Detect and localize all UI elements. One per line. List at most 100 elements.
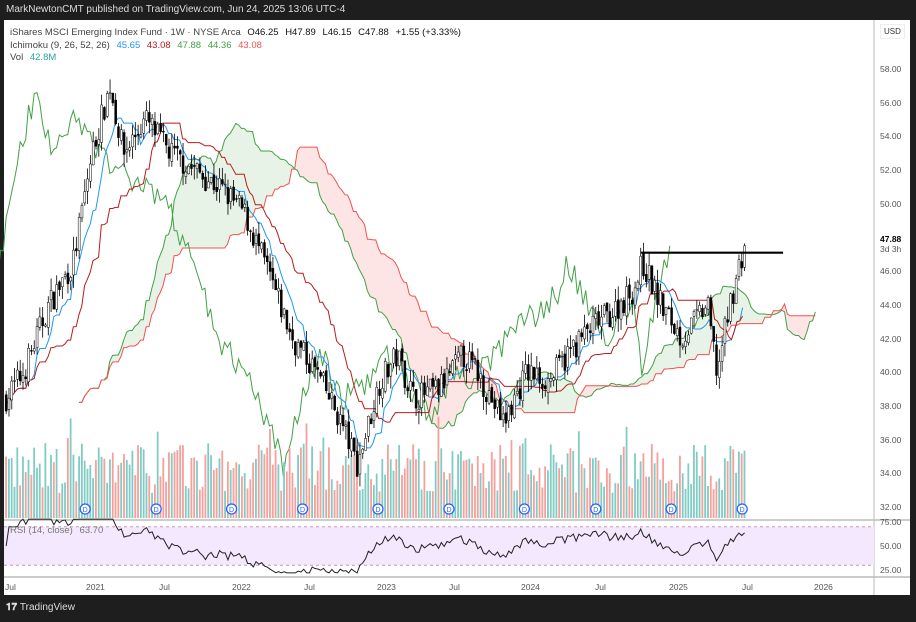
candle-body [369,418,373,424]
time-tick: Jul [159,582,170,592]
candle-body [120,129,123,141]
volume-bar [482,463,485,518]
candle-body [389,364,393,377]
volume-bar [162,457,165,518]
kumo-cloud-segment [269,151,273,196]
candle-body [468,351,471,369]
candle-body [324,370,328,391]
volume-legend[interactable]: Vol 42.8M [10,52,60,63]
candle-body [111,93,115,104]
volume-bar [698,475,701,518]
volume-bar [401,474,403,518]
candle-body [647,265,651,280]
volume-bar [125,459,128,518]
candle-body [282,308,286,315]
rsi-legend[interactable]: RSI (14, close) 63.70 [10,525,107,536]
volume-bar [109,459,111,518]
rsi-tick: 75.00 [880,517,902,527]
volume-bar [701,456,704,518]
candle-body [105,93,109,117]
volume-bar [448,473,451,518]
candle-body [122,132,126,155]
candle-body [139,134,143,138]
candle-body [274,279,277,291]
kumo-cloud-segment [193,156,197,249]
volume-bar [726,461,729,518]
symbol-name[interactable]: iShares MSCI Emerging Index Fund · 1W · … [10,27,241,38]
kumo-cloud-segment [384,253,387,319]
candle-body [35,326,39,348]
volume-bar [283,462,285,518]
volume-bar [44,443,47,518]
volume-bar [451,451,454,518]
candle-body [235,198,238,200]
kumo-cloud-segment [238,124,242,235]
dividend-marker-label: D [593,507,598,514]
volume-bar [549,444,552,518]
volume-bar [336,480,339,518]
volume-bar [187,488,190,518]
candle-body [16,369,19,380]
volume-bar [628,486,631,518]
tradingview-logo[interactable]: 𝟏𝟕 TradingView [6,602,75,613]
candle-body [66,272,70,285]
candle-body [310,358,314,372]
volume-bar [732,449,735,518]
candle-body [263,242,266,258]
candle-body [117,126,120,138]
candle-body [659,290,662,306]
volume-bar [387,444,389,518]
vol-label: Vol [10,52,24,63]
candle-body [229,188,233,202]
candle-body [7,397,11,410]
candle-body [538,367,541,384]
kumo-cloud-segment [196,159,200,249]
volume-bar [215,468,218,518]
volume-bar [423,460,426,518]
candle-body [142,118,145,134]
candle-body [164,134,168,146]
volume-bar [342,465,344,518]
candle-body [583,326,586,340]
candle-body [532,366,536,380]
candle-body [128,147,131,151]
candle-body [406,387,409,392]
candle-body [611,317,614,328]
kumo-cloud-segment [658,353,662,374]
volume-bar [27,459,30,518]
candle-body [569,347,572,349]
dividend-marker [590,503,602,515]
ichimoku-legend[interactable]: Ichimoku (9, 26, 52, 26) 45.65 43.08 47.… [10,40,266,51]
kumo-cloud-segment [554,378,558,413]
candle-body [622,300,626,313]
kumo-cloud-segment [395,262,399,335]
kumo-cloud-segment [336,182,340,227]
volume-bar [561,464,563,518]
time-tick: Jul [595,582,606,592]
kumo-cloud-segment [176,185,180,256]
kumo-cloud-segment [801,315,805,340]
candle-body [355,450,359,477]
candle-body [201,173,204,180]
candle-body [706,297,710,310]
volume-bar [285,471,288,518]
dividend-marker [736,503,748,515]
volume-bar [381,459,384,518]
volume-bar [328,447,330,518]
candle-body [243,203,247,208]
volume-bar [7,458,10,518]
volume-bar [13,486,16,518]
kumo-cloud-segment [134,324,138,346]
volume-bar [653,463,656,518]
candle-body [535,367,539,380]
kumo-cloud-segment [552,373,555,413]
volume-bar [184,485,187,518]
ichimoku-label: Ichimoku (9, 26, 52, 26) [10,40,110,51]
currency-label[interactable]: USD [880,24,905,39]
candle-body [465,369,468,372]
price-tick: 38.00 [880,401,902,411]
kumo-cloud-segment [260,151,264,208]
candle-body [266,255,269,263]
candle-body [428,378,432,390]
